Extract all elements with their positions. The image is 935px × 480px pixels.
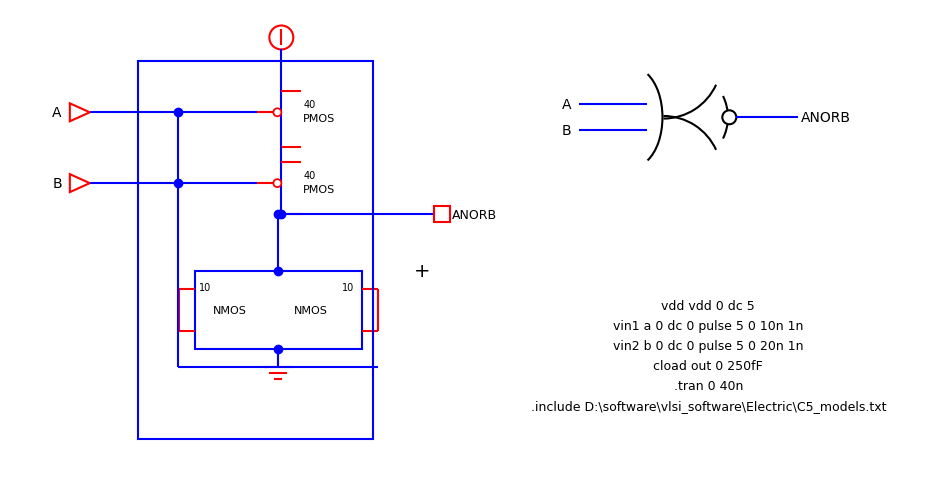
Text: A: A: [52, 106, 62, 120]
Circle shape: [723, 111, 736, 125]
Text: B: B: [52, 177, 62, 191]
Text: 40: 40: [303, 171, 315, 181]
Text: A: A: [562, 98, 571, 112]
Bar: [194, 271, 362, 349]
Text: cload out 0 250fF: cload out 0 250fF: [654, 359, 763, 372]
Text: +: +: [414, 262, 430, 281]
Bar: [137, 62, 373, 439]
Text: B: B: [562, 124, 571, 138]
Text: ANORB: ANORB: [452, 208, 497, 221]
Text: NMOS: NMOS: [295, 305, 328, 315]
Text: .tran 0 40n: .tran 0 40n: [674, 379, 743, 392]
Text: vin1 a 0 dc 0 pulse 5 0 10n 1n: vin1 a 0 dc 0 pulse 5 0 10n 1n: [613, 319, 803, 332]
Text: PMOS: PMOS: [303, 114, 336, 124]
Text: 40: 40: [303, 100, 315, 110]
Text: NMOS: NMOS: [212, 305, 247, 315]
Circle shape: [269, 26, 294, 50]
Polygon shape: [70, 175, 90, 192]
Text: PMOS: PMOS: [303, 185, 336, 195]
Text: vdd vdd 0 dc 5: vdd vdd 0 dc 5: [661, 299, 755, 312]
Text: .include D:\software\vlsi_software\Electric\C5_models.txt: .include D:\software\vlsi_software\Elect…: [530, 399, 886, 412]
Text: vin2 b 0 dc 0 pulse 5 0 20n 1n: vin2 b 0 dc 0 pulse 5 0 20n 1n: [613, 339, 803, 352]
Text: ANORB: ANORB: [801, 111, 851, 125]
Polygon shape: [70, 104, 90, 122]
Bar: [434, 207, 450, 223]
Text: 10: 10: [342, 282, 354, 292]
Text: 10: 10: [198, 282, 210, 292]
Circle shape: [273, 180, 281, 188]
Circle shape: [273, 109, 281, 117]
